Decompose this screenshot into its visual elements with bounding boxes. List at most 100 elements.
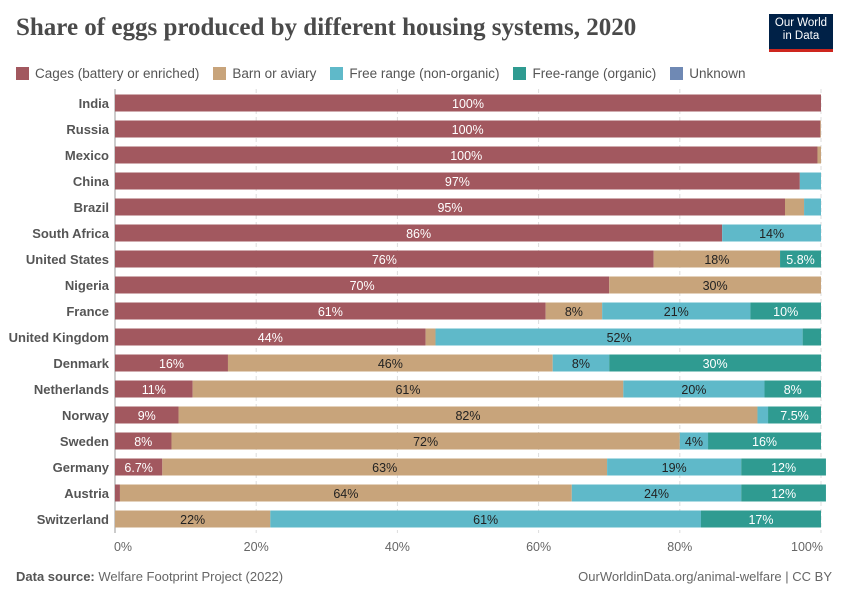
bar-segment	[571, 484, 742, 502]
category-label: Netherlands	[34, 382, 109, 397]
data-label: 4%	[685, 435, 703, 449]
data-label: 95%	[437, 201, 462, 215]
data-label: 97%	[445, 175, 470, 189]
category-label: France	[66, 304, 109, 319]
bar-segment	[115, 406, 179, 424]
bar-segment	[784, 198, 805, 216]
x-tick-label: 20%	[244, 540, 269, 554]
bar-segment	[708, 432, 821, 450]
data-label: 64%	[333, 487, 358, 501]
category-label: Sweden	[60, 434, 109, 449]
bar-segment	[623, 380, 765, 398]
data-label: 44%	[258, 331, 283, 345]
data-label: 5.8%	[786, 253, 815, 267]
legend-swatch	[16, 67, 29, 80]
data-label: 7.5%	[780, 409, 809, 423]
legend-label: Cages (battery or enriched)	[35, 66, 200, 81]
legend-swatch	[513, 67, 527, 80]
bar-segment	[115, 172, 800, 190]
data-label: 9%	[138, 409, 156, 423]
legend-swatch	[213, 67, 227, 80]
bar-segment	[115, 146, 818, 164]
legend-swatch	[330, 67, 344, 80]
bar-segment	[804, 198, 821, 216]
data-label: 22%	[180, 513, 205, 527]
bar-segment	[115, 484, 120, 502]
bar-segment	[820, 120, 821, 138]
bar-segment	[115, 120, 821, 138]
data-label: 14%	[759, 227, 784, 241]
legend-label: Free-range (organic)	[532, 66, 657, 81]
bar-segment	[722, 224, 821, 242]
data-label: 76%	[372, 253, 397, 267]
category-label: South Africa	[32, 226, 110, 241]
category-label: Switzerland	[37, 512, 109, 527]
legend: Cages (battery or enriched) Barn or aviar…	[16, 66, 746, 81]
owid-logo[interactable]: Our World in Data	[769, 14, 833, 52]
bar-segment	[609, 354, 821, 372]
bar-segment	[653, 250, 781, 268]
legend-item[interactable]: Unknown	[670, 66, 746, 81]
bar-segment	[115, 276, 610, 294]
data-label: 82%	[455, 409, 480, 423]
category-label: Germany	[53, 460, 110, 475]
bar-segment	[115, 328, 426, 346]
category-label: China	[73, 174, 110, 189]
bar-segment	[552, 354, 610, 372]
x-tick-label: 100%	[791, 540, 823, 554]
bar-segment	[115, 354, 228, 372]
data-label: 100%	[452, 97, 484, 111]
bar-segment	[119, 484, 572, 502]
bar-segment	[192, 380, 624, 398]
bar-segment	[178, 406, 758, 424]
data-label: 17%	[748, 513, 773, 527]
data-label: 19%	[662, 461, 687, 475]
category-label: Denmark	[53, 356, 109, 371]
bar-segment	[115, 302, 546, 320]
logo-line2: in Data	[782, 30, 820, 42]
bar-segment	[768, 406, 821, 424]
legend-item[interactable]: Cages (battery or enriched)	[16, 66, 199, 81]
data-label: 46%	[378, 357, 403, 371]
data-label: 8%	[572, 357, 590, 371]
bar-segment	[700, 510, 821, 528]
legend-item[interactable]: Barn or aviary	[213, 66, 316, 81]
bar-segment	[425, 328, 436, 346]
legend-item[interactable]: Free range (non-organic)	[330, 66, 499, 81]
data-label: 10%	[773, 305, 798, 319]
data-label: 8%	[134, 435, 152, 449]
data-label: 86%	[406, 227, 431, 241]
data-label: 70%	[350, 279, 375, 293]
data-label: 12%	[771, 461, 796, 475]
x-tick-label: 60%	[526, 540, 551, 554]
data-label: 24%	[644, 487, 669, 501]
bar-segment	[802, 328, 821, 346]
data-label: 72%	[413, 435, 438, 449]
data-label: 100%	[452, 123, 484, 137]
data-label: 8%	[784, 383, 802, 397]
source-url[interactable]: OurWorldinData.org/animal-welfare | CC B…	[578, 569, 832, 584]
data-label: 21%	[664, 305, 689, 319]
bar-segment	[115, 380, 193, 398]
bar-segment	[741, 458, 826, 476]
bar-segment	[799, 172, 821, 190]
bar-segment	[741, 484, 826, 502]
data-label: 61%	[473, 513, 498, 527]
data-label: 8%	[565, 305, 583, 319]
category-label: United States	[26, 252, 109, 267]
data-label: 16%	[752, 435, 777, 449]
bar-segment	[435, 328, 803, 346]
data-source: Data source: Welfare Footprint Project (…	[16, 569, 283, 584]
data-label: 30%	[703, 357, 728, 371]
bar-segment	[780, 250, 821, 268]
category-label: Mexico	[65, 148, 109, 163]
data-label: 6.7%	[124, 461, 153, 475]
bar-segment	[115, 94, 821, 112]
x-tick-label: 0%	[114, 540, 132, 554]
legend-item[interactable]: Free-range (organic)	[513, 66, 656, 81]
source-text: Welfare Footprint Project (2022)	[98, 569, 284, 584]
bar-segment	[171, 432, 680, 450]
data-label: 30%	[703, 279, 728, 293]
